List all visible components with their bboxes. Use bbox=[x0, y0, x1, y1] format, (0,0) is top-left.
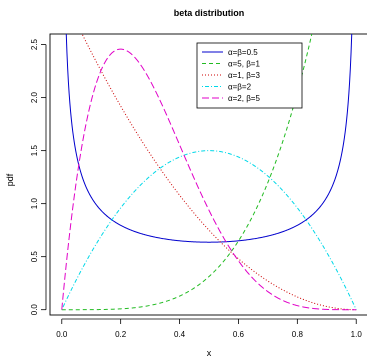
series-line-1 bbox=[61, 34, 313, 311]
plot-frame bbox=[49, 33, 367, 316]
y-axis-label: pdf bbox=[5, 173, 15, 186]
y-tick-label: 0.0 bbox=[30, 304, 39, 316]
y-tick-label: 2.5 bbox=[30, 38, 39, 50]
y-tick-label: 2.0 bbox=[30, 92, 39, 104]
legend-label-0: α=β=0.5 bbox=[228, 48, 258, 57]
y-tick-label: 1.5 bbox=[30, 145, 39, 157]
chart-title: beta distribution bbox=[174, 8, 245, 18]
legend-label-2: α=1, β=3 bbox=[228, 71, 260, 80]
legend-label-3: α=β=2 bbox=[228, 83, 252, 92]
x-tick-label: 0.0 bbox=[56, 330, 68, 339]
x-tick-label: 0.4 bbox=[174, 330, 186, 339]
axes-layer: 0.0 0.2 0.4 0.6 0.8 1.0 0.0 0.5 1.0 1.5 2.0 2.5 bbox=[30, 38, 362, 339]
x-tick-label: 0.8 bbox=[292, 330, 304, 339]
legend: α=β=0.5 α=5, β=1 α=1, β=3 α=β=2 α=2, β=5 bbox=[196, 42, 303, 109]
series-line-3 bbox=[61, 150, 357, 310]
x-axis-label: x bbox=[207, 348, 212, 358]
series-line-0 bbox=[65, 34, 353, 243]
curves-layer bbox=[61, 34, 357, 311]
series-line-4 bbox=[61, 48, 357, 311]
x-tick-label: 0.6 bbox=[233, 330, 245, 339]
y-tick-label: 0.5 bbox=[30, 251, 39, 263]
y-tick-label: 1.0 bbox=[30, 198, 39, 210]
series-line-2 bbox=[81, 34, 357, 311]
x-tick-label: 0.2 bbox=[115, 330, 127, 339]
x-tick-label: 1.0 bbox=[351, 330, 363, 339]
legend-label-4: α=2, β=5 bbox=[228, 94, 260, 103]
legend-label-1: α=5, β=1 bbox=[228, 60, 260, 69]
